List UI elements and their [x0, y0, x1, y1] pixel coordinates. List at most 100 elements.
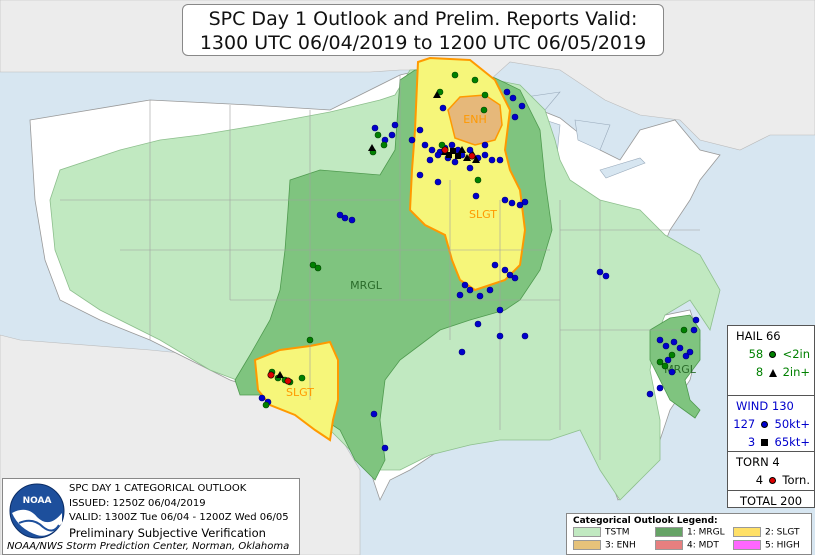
wind-report-marker — [434, 178, 442, 186]
wind-report-marker — [336, 211, 344, 219]
wind-report-marker — [370, 410, 378, 418]
torn-label: Torn. — [782, 473, 810, 487]
wind-report-marker — [456, 291, 464, 299]
hail-triangle-icon — [768, 368, 777, 377]
wind-report-marker — [668, 368, 676, 376]
wind-report-marker — [501, 196, 509, 204]
tornado-dot-icon — [769, 477, 777, 484]
hail-large-count: 8 — [755, 365, 764, 379]
wind-report-marker — [388, 131, 396, 139]
severe-wind-report-marker — [446, 152, 452, 158]
noaa-logo: NOAA — [9, 483, 65, 539]
hail-report-marker — [481, 91, 489, 99]
legend-item-slgt: 2: SLGT — [733, 527, 800, 538]
wind-report-marker — [488, 156, 496, 164]
hail-report-marker — [480, 106, 488, 114]
wind-large-count: 3 — [747, 435, 756, 449]
hail-report-marker — [668, 351, 676, 359]
wind-report-marker — [491, 261, 499, 269]
mrgl-carolina-label: MRGL — [664, 363, 697, 376]
wind-report-marker — [682, 352, 690, 360]
wind-report-marker — [421, 141, 429, 149]
hail-report-marker — [309, 261, 317, 269]
hail-report-marker — [471, 76, 479, 84]
wind-report-marker — [466, 286, 474, 294]
wind-report-marker — [461, 281, 469, 289]
tornado-report-marker — [284, 377, 292, 385]
wind-report-marker — [472, 192, 480, 200]
wind-report-marker — [476, 292, 484, 300]
hail-report-marker — [380, 141, 388, 149]
wind-report-marker — [258, 394, 266, 402]
tornado-report-marker — [468, 152, 476, 160]
wind-report-marker — [408, 136, 416, 144]
large-hail-report-marker — [368, 144, 376, 151]
wind-report-marker — [676, 344, 684, 352]
wind-report-marker — [416, 126, 424, 134]
wind-report-marker — [496, 306, 504, 314]
wind-small-label: 50kt+ — [774, 417, 810, 431]
wind-report-marker — [426, 156, 434, 164]
enh-label: ENH — [463, 113, 486, 126]
wind-report-marker — [474, 320, 482, 328]
wind-report-marker — [686, 348, 694, 356]
wind-report-marker — [602, 272, 610, 280]
wind-report-marker — [448, 141, 456, 149]
large-hail-report-marker — [463, 154, 471, 161]
outlook-info-box: NOAA SPC DAY 1 CATEGORICAL OUTLOOK ISSUE… — [2, 478, 300, 555]
wind-report-marker — [439, 104, 447, 112]
wind-small-count: 127 — [733, 417, 756, 431]
hail-small-label: <2in — [782, 347, 810, 361]
large-hail-report-marker — [472, 156, 480, 163]
torn-count: 4 — [755, 473, 764, 487]
storm-reports — [258, 71, 700, 452]
hail-report-marker — [306, 336, 314, 344]
severe-wind-report-marker — [455, 153, 461, 159]
large-hail-report-marker — [433, 91, 441, 98]
hail-report-marker — [374, 131, 382, 139]
title-line-2: 1300 UTC 06/04/2019 to 1200 UTC 06/05/20… — [199, 32, 647, 54]
info-line-1: SPC DAY 1 CATEGORICAL OUTLOOK — [69, 483, 247, 494]
hail-large-label: 2in+ — [782, 365, 810, 379]
categorical-legend: Categorical Outlook Legend: TSTM 1: MRGL… — [566, 513, 812, 555]
wind-report-marker — [516, 201, 524, 209]
lake-erie — [599, 157, 646, 179]
legend-item-mdt: 4: MDT — [655, 540, 719, 551]
hail-report-marker — [262, 401, 270, 409]
legend-item-mrgl: 1: MRGL — [655, 527, 725, 538]
wind-report-marker — [509, 94, 517, 102]
wind-report-marker — [434, 151, 442, 159]
hail-report-marker — [314, 264, 322, 272]
wind-report-marker — [692, 316, 700, 324]
large-hail-report-marker — [458, 146, 466, 153]
wind-header: WIND 130 — [736, 399, 794, 413]
wind-report-marker — [503, 88, 511, 96]
wind-report-marker — [466, 146, 474, 154]
hail-report-marker — [661, 362, 669, 370]
wind-large-label: 65kt+ — [774, 435, 810, 449]
legend-item-high: 5: HIGH — [733, 540, 800, 551]
mrgl-plains-label: MRGL — [350, 279, 383, 292]
hail-report-marker — [298, 374, 306, 382]
wind-report-marker — [511, 113, 519, 121]
tornado-report-marker — [441, 146, 449, 154]
title-line-1: SPC Day 1 Outlook and Prelim. Reports Va… — [208, 8, 638, 30]
severe-wind-report-marker — [450, 148, 456, 154]
wind-report-marker — [428, 146, 436, 154]
wind-report-marker — [381, 444, 389, 452]
legend-item-enh: 3: ENH — [573, 540, 636, 551]
wind-report-marker — [496, 332, 504, 340]
info-line-3: VALID: 1300Z Tue 06/04 - 1200Z Wed 06/05 — [69, 512, 289, 523]
wind-report-marker — [458, 348, 466, 356]
svg-text:NOAA: NOAA — [23, 496, 52, 506]
hail-small-count: 58 — [748, 347, 764, 361]
torn-header: TORN 4 — [736, 455, 780, 469]
title-box: SPC Day 1 Outlook and Prelim. Reports Va… — [182, 4, 664, 56]
report-stats-panel: HAIL 66 58 <2in 8 2in+ WIND 130 127 50kt… — [727, 325, 815, 508]
state-boundaries — [60, 75, 700, 460]
total-count: TOTAL 200 — [740, 494, 803, 508]
wind-report-marker — [341, 214, 349, 222]
enh-area — [447, 94, 503, 146]
wind-report-marker — [646, 390, 654, 398]
wind-report-marker — [656, 336, 664, 344]
